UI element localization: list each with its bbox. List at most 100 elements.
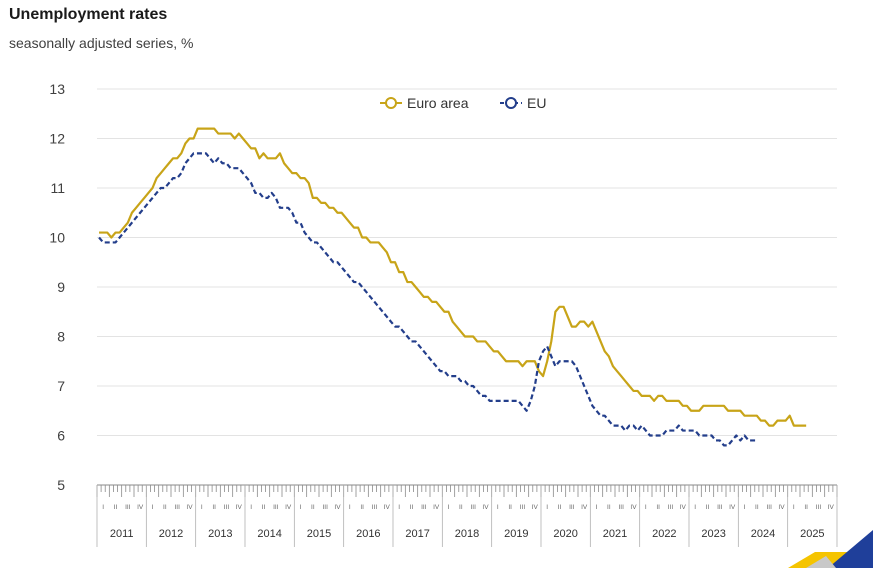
x-quarter-label: IV bbox=[384, 504, 391, 511]
y-tick-label: 13 bbox=[49, 81, 65, 97]
y-tick-label: 6 bbox=[57, 428, 65, 444]
x-quarter-label: II bbox=[706, 504, 710, 511]
series-lines bbox=[98, 127, 807, 447]
x-year-label: 2023 bbox=[701, 528, 725, 540]
x-quarter-label: I bbox=[596, 504, 598, 511]
x-quarter-label: IV bbox=[285, 504, 292, 511]
x-quarter-label: III bbox=[322, 504, 328, 511]
series-line-euro-area bbox=[99, 127, 807, 427]
x-quarter-label: IV bbox=[630, 504, 637, 511]
legend-item-euro-area[interactable]: Euro area bbox=[380, 95, 469, 111]
x-year-label: 2014 bbox=[257, 528, 281, 540]
x-year-label: 2021 bbox=[603, 528, 627, 540]
y-tick-label: 9 bbox=[57, 279, 65, 295]
x-quarter-label: III bbox=[618, 504, 624, 511]
x-year-label: 2013 bbox=[208, 528, 232, 540]
x-quarter-label: IV bbox=[778, 504, 785, 511]
gridlines bbox=[97, 88, 837, 436]
x-quarter-label: IV bbox=[581, 504, 588, 511]
x-quarter-label: IV bbox=[137, 504, 144, 511]
x-quarter-label: II bbox=[607, 504, 611, 511]
x-quarter-label: III bbox=[816, 504, 822, 511]
y-tick-label: 8 bbox=[57, 329, 65, 345]
x-quarter-label: II bbox=[163, 504, 167, 511]
x-quarter-label: III bbox=[273, 504, 279, 511]
x-quarter-label: III bbox=[421, 504, 427, 511]
legend-marker bbox=[385, 97, 397, 109]
legend[interactable]: Euro area EU bbox=[380, 95, 546, 111]
x-quarter-label: II bbox=[804, 504, 808, 511]
x-quarter-label: III bbox=[224, 504, 230, 511]
x-quarter-label: II bbox=[558, 504, 562, 511]
x-quarter-label: II bbox=[656, 504, 660, 511]
x-quarter-label: I bbox=[744, 504, 746, 511]
series-line-eu bbox=[98, 152, 757, 447]
x-quarter-label: IV bbox=[433, 504, 440, 511]
x-quarter-label: I bbox=[694, 504, 696, 511]
legend-marker bbox=[505, 97, 517, 109]
x-quarter-label: II bbox=[755, 504, 759, 511]
y-tick-label: 7 bbox=[57, 378, 65, 394]
y-tick-label: 10 bbox=[49, 230, 65, 246]
x-quarter-label: I bbox=[201, 504, 203, 511]
x-quarter-label: I bbox=[102, 504, 104, 511]
x-quarter-label: IV bbox=[334, 504, 341, 511]
x-year-label: 2011 bbox=[110, 528, 134, 540]
x-year-label: 2019 bbox=[504, 528, 528, 540]
x-quarter-label: I bbox=[349, 504, 351, 511]
x-quarter-label: III bbox=[174, 504, 180, 511]
legend-label: Euro area bbox=[407, 95, 469, 111]
x-year-label: 2012 bbox=[159, 528, 183, 540]
y-tick-label: 12 bbox=[49, 131, 65, 147]
x-quarter-label: I bbox=[497, 504, 499, 511]
x-quarter-label: IV bbox=[186, 504, 193, 511]
x-quarter-label: I bbox=[250, 504, 252, 511]
x-year-label: 2025 bbox=[800, 528, 824, 540]
x-quarter-label: III bbox=[470, 504, 476, 511]
x-quarter-label: IV bbox=[236, 504, 243, 511]
x-quarter-label: II bbox=[508, 504, 512, 511]
y-tick-label: 5 bbox=[57, 477, 65, 493]
chart-subtitle: seasonally adjusted series, % bbox=[9, 35, 194, 51]
x-quarter-label: I bbox=[300, 504, 302, 511]
legend-item-eu[interactable]: EU bbox=[500, 95, 546, 111]
x-quarter-label: IV bbox=[532, 504, 539, 511]
x-quarter-label: III bbox=[569, 504, 575, 511]
chart-title: Unemployment rates bbox=[9, 6, 168, 23]
x-quarter-label: III bbox=[520, 504, 526, 511]
x-quarter-label: IV bbox=[828, 504, 835, 511]
x-quarter-label: IV bbox=[729, 504, 736, 511]
x-quarter-label: II bbox=[262, 504, 266, 511]
x-quarter-label: III bbox=[125, 504, 131, 511]
x-year-label: 2018 bbox=[455, 528, 479, 540]
x-quarter-label: IV bbox=[482, 504, 489, 511]
x-quarter-label: I bbox=[398, 504, 400, 511]
x-quarter-label: II bbox=[360, 504, 364, 511]
x-quarter-label: I bbox=[645, 504, 647, 511]
x-quarter-label: II bbox=[459, 504, 463, 511]
y-axis-tick-labels: 5 6 7 8 9 10 11 12 13 bbox=[49, 81, 65, 493]
x-quarter-label: II bbox=[410, 504, 414, 511]
legend-label: EU bbox=[527, 95, 546, 111]
x-quarter-label: II bbox=[114, 504, 118, 511]
x-year-label: 2016 bbox=[356, 528, 380, 540]
x-quarter-label: III bbox=[766, 504, 772, 511]
x-year-label: 2020 bbox=[553, 528, 577, 540]
x-quarter-label: I bbox=[448, 504, 450, 511]
x-quarter-label: III bbox=[668, 504, 674, 511]
x-year-label: 2024 bbox=[751, 528, 775, 540]
x-quarter-label: II bbox=[311, 504, 315, 511]
x-quarter-label: I bbox=[152, 504, 154, 511]
x-year-label: 2017 bbox=[405, 528, 429, 540]
y-tick-label: 11 bbox=[50, 180, 65, 196]
x-quarter-label: I bbox=[546, 504, 548, 511]
x-year-label: 2015 bbox=[307, 528, 331, 540]
x-quarter-label: I bbox=[793, 504, 795, 511]
x-quarter-label: II bbox=[212, 504, 216, 511]
x-quarter-label: IV bbox=[680, 504, 687, 511]
x-quarter-label: III bbox=[717, 504, 723, 511]
x-year-label: 2022 bbox=[652, 528, 676, 540]
x-quarter-label: III bbox=[372, 504, 378, 511]
